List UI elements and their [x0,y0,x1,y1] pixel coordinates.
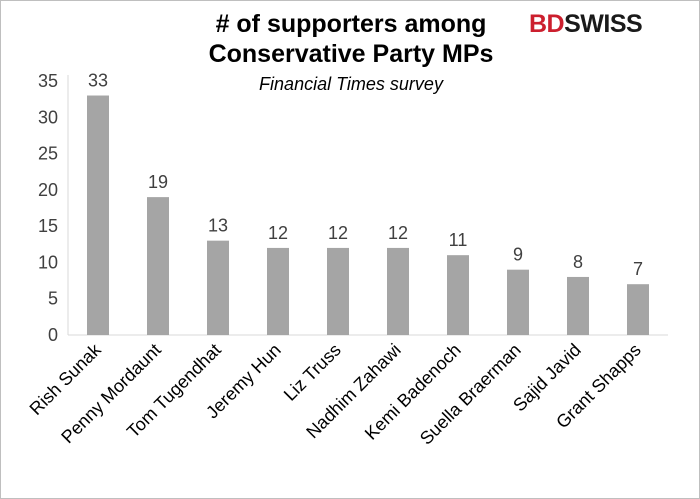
data-label: 12 [388,223,408,243]
bar [207,240,229,335]
chart-subtitle: Financial Times survey [259,74,443,94]
brand-logo-bd: BD [529,10,565,38]
y-tick-label: 5 [48,289,58,309]
y-tick-label: 20 [38,180,58,200]
bar [387,247,409,335]
bar [447,255,469,335]
y-tick-label: 35 [38,71,58,91]
y-tick-label: 0 [48,325,58,345]
data-label: 13 [208,216,228,236]
x-tick-label: Suella Braerman [416,340,525,449]
data-label: 12 [268,223,288,243]
bar [327,247,349,335]
chart-title-line1: # of supporters among [215,10,487,38]
data-label: 9 [513,245,523,265]
data-label: 19 [148,172,168,192]
bar [267,247,289,335]
bar [627,284,649,335]
chart-title: # of supporters among Conservative Party… [151,9,551,69]
y-tick-label: 30 [38,107,58,127]
data-label: 8 [573,252,583,272]
brand-logo-swiss: SWISS [564,10,643,38]
bar [507,269,529,335]
data-label: 7 [633,259,643,279]
data-label: 11 [449,230,468,250]
y-tick-label: 25 [38,144,58,164]
brand-logo: BDSWISS [529,11,679,37]
bar [147,197,169,335]
chart-title-line2: Conservative Party MPs [208,40,494,68]
bar [567,276,589,335]
y-tick-label: 15 [38,216,58,236]
y-tick-label: 10 [38,252,58,272]
bar [87,95,109,335]
data-label: 12 [328,223,348,243]
data-label: 33 [88,71,108,91]
